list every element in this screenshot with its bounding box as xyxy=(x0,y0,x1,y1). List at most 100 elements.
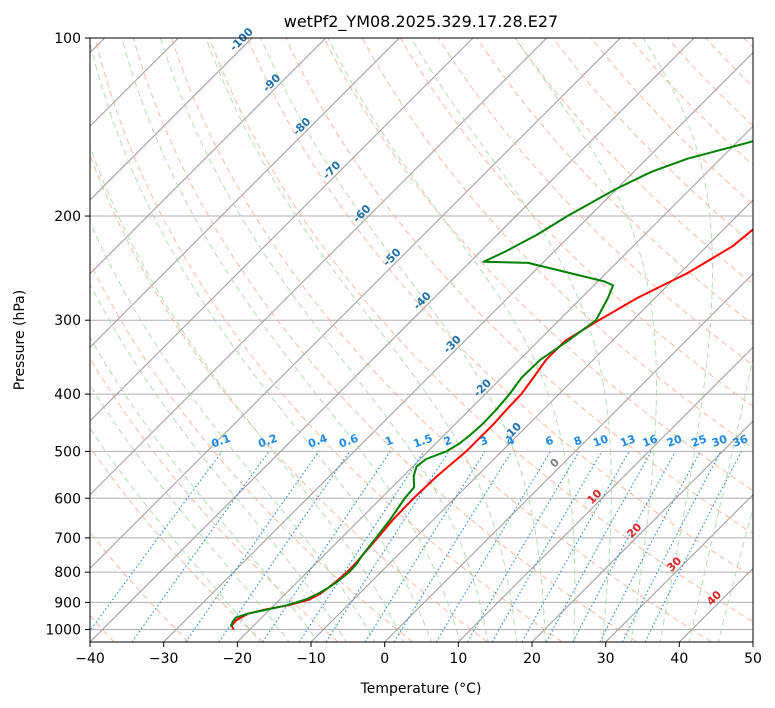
x-tick-label: −20 xyxy=(223,651,253,667)
x-tick-label: −40 xyxy=(75,651,105,667)
mixing-ratio-line xyxy=(131,451,270,642)
y-tick-label: 800 xyxy=(54,565,81,581)
isotherm-line xyxy=(163,51,753,642)
y-tick-label: 700 xyxy=(54,531,81,547)
x-tick-label: 0 xyxy=(380,651,389,667)
y-tick-label: 300 xyxy=(54,313,81,329)
isotherm-line xyxy=(90,38,253,201)
mixing-ratio-line xyxy=(393,451,513,642)
mixing-ratio-label: 3 xyxy=(478,434,490,449)
profiles xyxy=(230,140,753,630)
dry-adiabat xyxy=(628,38,753,166)
mixing-ratio-label: 2 xyxy=(442,434,454,449)
isotherm-line xyxy=(90,38,695,642)
moist-adiabats xyxy=(90,38,753,642)
dry-adiabats xyxy=(90,38,753,642)
isotherm-line xyxy=(384,272,753,642)
isotherm-line xyxy=(90,38,474,422)
x-tick-label: 20 xyxy=(523,651,541,667)
isotherm-line xyxy=(605,493,753,642)
moist-adiabat xyxy=(90,221,376,642)
y-axis-label: Pressure (hPa) xyxy=(12,290,28,390)
moist-adiabat xyxy=(90,384,290,642)
x-axis-ticks: −40 −30 −20 −10 0 10 20 30 40 50 xyxy=(75,642,762,667)
dry-adiabat xyxy=(514,38,753,285)
isotherm-line xyxy=(236,125,753,642)
mixing-ratio-label: 20 xyxy=(665,432,684,450)
mixing-ratio-line xyxy=(467,451,580,642)
x-tick-label: −10 xyxy=(296,651,326,667)
x-tick-label: 30 xyxy=(597,651,615,667)
isotherm-line xyxy=(90,38,621,570)
moist-adiabat xyxy=(90,40,433,642)
isotherm-line xyxy=(90,38,400,349)
mixing-ratio-label: 30 xyxy=(710,432,729,450)
plot-frame xyxy=(89,37,754,643)
moist-adiabat xyxy=(159,38,489,642)
dry-adiabat xyxy=(132,38,638,642)
mixing-ratio-label: 25 xyxy=(690,432,709,449)
dry-adiabat xyxy=(476,38,753,326)
dry-adiabat xyxy=(209,38,753,623)
pressure-gridlines xyxy=(90,38,753,630)
y-tick-label: 500 xyxy=(54,444,81,460)
y-tick-label: 200 xyxy=(54,209,81,225)
mixing-ratio-label: 6 xyxy=(544,434,556,449)
mixing-ratio-label: 1.5 xyxy=(412,432,435,451)
mixing-ratio-line xyxy=(491,451,603,642)
dry-adiabat xyxy=(94,38,563,642)
isotherm-line xyxy=(457,346,753,642)
mixing-ratio-line xyxy=(90,451,223,632)
mixing-ratio-line xyxy=(521,451,630,642)
mixing-ratio-label: 10 xyxy=(591,432,610,450)
y-tick-label: 400 xyxy=(54,387,81,403)
mixing-ratio-label: 4 xyxy=(505,434,517,449)
moist-adiabat xyxy=(90,145,404,642)
y-tick-label: 600 xyxy=(54,491,81,507)
isotherm-line xyxy=(531,420,753,642)
mixing-ratio-line xyxy=(435,451,552,642)
mixing-ratio-label: 1 xyxy=(383,434,395,449)
x-tick-label: 50 xyxy=(744,651,762,667)
mixing-ratio-label: 16 xyxy=(641,432,660,450)
moist-adiabat xyxy=(515,38,657,642)
mixing-ratio-label: 13 xyxy=(619,432,638,449)
mixing-ratio-lines xyxy=(90,451,742,642)
x-tick-label: 10 xyxy=(449,651,467,667)
moist-adiabat xyxy=(260,38,546,642)
mixing-ratio-label: 0.4 xyxy=(306,432,329,451)
moist-adiabat xyxy=(90,427,261,642)
isotherm-line xyxy=(90,38,548,496)
mixing-ratio-line xyxy=(218,451,351,642)
y-tick-label: 900 xyxy=(54,595,81,611)
isotherm-line xyxy=(752,641,753,642)
mixing-ratio-line xyxy=(325,451,450,642)
dewpoint-profile xyxy=(230,140,753,628)
moist-adiabat xyxy=(121,38,461,642)
mixing-ratio-label: 36 xyxy=(731,432,750,450)
dry-adiabat xyxy=(399,38,753,408)
x-axis-label: Temperature (°C) xyxy=(360,681,482,697)
dry-adiabat xyxy=(247,38,753,578)
moist-adiabat xyxy=(410,38,612,642)
mixing-ratio-line xyxy=(572,451,676,642)
dry-adiabat xyxy=(323,38,753,492)
x-tick-label: 40 xyxy=(670,651,688,667)
dry-adiabat xyxy=(170,38,712,642)
plot-area xyxy=(90,38,753,642)
dry-adiabat xyxy=(90,446,264,642)
y-tick-label: 100 xyxy=(54,31,81,47)
moist-adiabat xyxy=(327,38,576,642)
y-axis-ticks: 100 200 300 400 500 600 700 800 900 1000 xyxy=(45,31,90,638)
dry-adiabat xyxy=(590,38,753,206)
chart-title: wetPf2_YM08.2025.329.17.28.E27 xyxy=(284,12,558,32)
mixing-ratio-label: 8 xyxy=(572,434,584,449)
mixing-ratio-label: 0.2 xyxy=(256,432,279,451)
moist-adiabat xyxy=(205,38,518,642)
dry-adiabat xyxy=(90,261,414,642)
isotherm-line xyxy=(90,38,327,275)
mixing-ratio-line xyxy=(545,451,652,642)
isotherms xyxy=(90,38,753,642)
mixing-ratio-label: 0.1 xyxy=(210,432,233,451)
